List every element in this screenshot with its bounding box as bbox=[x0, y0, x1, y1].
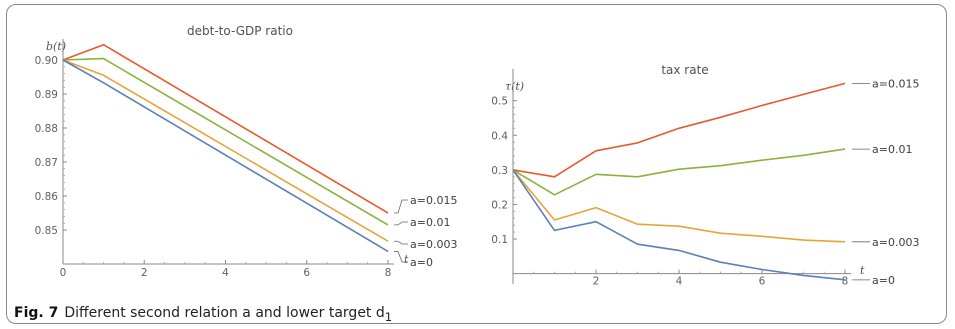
figure-label: Fig. 7 bbox=[14, 305, 59, 321]
left-legend-label-1: a=0.01 bbox=[410, 216, 450, 229]
left-chart-title: debt-to-GDP ratio bbox=[187, 24, 293, 38]
left-y-axis-label: b(t) bbox=[46, 40, 66, 53]
left-y-tick-label: 0.90 bbox=[35, 55, 58, 67]
left-x-axis-label: t bbox=[404, 253, 409, 266]
right-series-line-3 bbox=[512, 169, 846, 281]
right-legend-label-1: a=0.01 bbox=[872, 143, 912, 156]
right-plot: 0.1 0.2 0.3 0.4 0.5 2 4 6 8 a=0.015 a=0.01 a=0.003 a… bbox=[491, 69, 919, 288]
right-x-tick-label: 8 bbox=[842, 276, 849, 288]
right-x-axis-label: t bbox=[860, 264, 865, 277]
left-y-tick-label: 0.85 bbox=[35, 225, 58, 237]
left-plot: 0.85 0.86 0.87 0.88 0.89 0.90 0 2 4 6 8 a=0.015 a=0.… bbox=[35, 39, 457, 279]
left-series-line-2 bbox=[62, 59, 389, 242]
left-legend-label-0: a=0.015 bbox=[410, 194, 457, 207]
left-x-tick-label: 0 bbox=[60, 267, 67, 279]
right-y-tick-label: 0.4 bbox=[491, 130, 508, 142]
right-y-tick-label: 0.2 bbox=[491, 199, 508, 211]
figure-caption: Fig. 7 Different second relation a and lo… bbox=[14, 305, 392, 324]
left-legend-label-2: a=0.003 bbox=[410, 238, 457, 251]
right-legend-label-0: a=0.015 bbox=[872, 77, 919, 90]
left-y-tick-label: 0.87 bbox=[35, 157, 58, 169]
left-series-line-0 bbox=[62, 43, 389, 214]
right-x-tick-label: 6 bbox=[759, 276, 766, 288]
right-series-line-1 bbox=[512, 148, 846, 196]
right-x-tick-label: 4 bbox=[676, 276, 683, 288]
left-legend-leader-1 bbox=[394, 221, 408, 226]
right-x-tick-label: 2 bbox=[593, 276, 600, 288]
left-series-line-1 bbox=[62, 57, 389, 226]
right-y-tick-label: 0.1 bbox=[491, 234, 508, 246]
right-y-tick-label: 0.3 bbox=[491, 165, 508, 177]
right-chart-title: tax rate bbox=[661, 63, 708, 77]
left-legend-leader-0 bbox=[394, 199, 408, 214]
left-legend-leader-3 bbox=[394, 251, 408, 263]
left-x-tick-label: 6 bbox=[303, 267, 310, 279]
right-series-line-2 bbox=[512, 169, 846, 243]
caption-subscript: 1 bbox=[384, 309, 393, 324]
left-y-tick-label: 0.89 bbox=[35, 89, 58, 101]
left-legend-label-3: a=0 bbox=[410, 256, 433, 269]
left-x-tick-label: 8 bbox=[385, 267, 392, 279]
right-legend-label-3: a=0 bbox=[872, 274, 895, 287]
caption-text: Different second relation a and lower ta… bbox=[64, 305, 385, 321]
right-y-axis-label: τ(t) bbox=[505, 80, 524, 93]
right-series-line-0 bbox=[512, 82, 846, 178]
left-y-tick-label: 0.86 bbox=[35, 191, 59, 203]
right-legend-label-2: a=0.003 bbox=[872, 236, 919, 249]
left-y-tick-label: 0.88 bbox=[35, 123, 58, 135]
left-series-line-3 bbox=[62, 59, 389, 253]
left-x-tick-label: 2 bbox=[141, 267, 148, 279]
right-y-tick-label: 0.5 bbox=[491, 96, 508, 108]
left-legend-leader-2 bbox=[394, 240, 408, 245]
figure-frame bbox=[6, 4, 947, 324]
left-x-tick-label: 4 bbox=[222, 267, 229, 279]
